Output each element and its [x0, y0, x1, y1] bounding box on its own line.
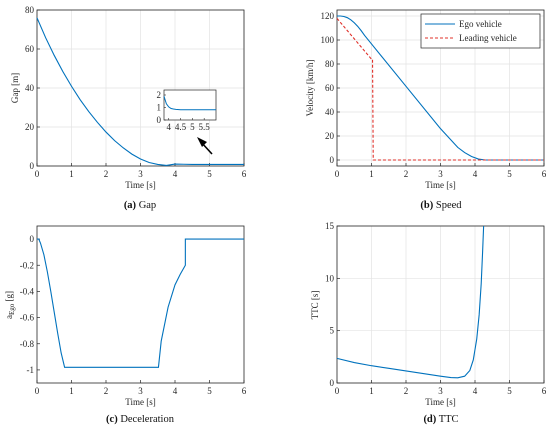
- series-line-1: [337, 15, 544, 161]
- series-line-1: [36, 17, 244, 166]
- x-tick-label: 1: [69, 169, 74, 179]
- x-tick-label: 6: [242, 169, 247, 179]
- inset-series-line: [163, 96, 216, 111]
- x-tick-label: 5: [207, 169, 212, 179]
- x-tick-label: 3: [438, 169, 443, 179]
- x-tick-label: 0: [335, 169, 340, 179]
- x-tick-label: 2: [104, 169, 109, 179]
- inset-frame: [163, 89, 217, 121]
- x-axis-label: Time [s]: [425, 397, 455, 407]
- x-tick-label: 6: [542, 386, 547, 396]
- y-axis-label: Gap [m]: [10, 73, 20, 103]
- x-tick-label: 2: [404, 169, 409, 179]
- series-line-1: [336, 225, 485, 379]
- x-tick-label: 0: [335, 386, 340, 396]
- y-tick-label: 60: [325, 83, 335, 93]
- legend-label: Leading vehicle: [459, 33, 517, 43]
- inset-arrow-head: [197, 137, 207, 147]
- x-tick-label: 2: [404, 386, 409, 396]
- inset-x-tick-label: 5: [190, 122, 195, 132]
- x-tick-label: 6: [542, 169, 547, 179]
- x-tick-label: 0: [35, 386, 40, 396]
- y-tick-label: 5: [330, 326, 335, 336]
- y-tick-label: 40: [325, 107, 335, 117]
- x-tick-label: 4: [473, 169, 478, 179]
- x-tick-label: 1: [69, 386, 74, 396]
- x-tick-label: 6: [242, 386, 247, 396]
- x-tick-label: 5: [507, 169, 512, 179]
- series-line-1: [37, 238, 244, 368]
- inset-x-tick-label: 4.5: [175, 122, 187, 132]
- x-tick-label: 0: [35, 169, 40, 179]
- y-axis-label: Velocity [km/h]: [305, 60, 315, 117]
- x-tick-label: 1: [369, 169, 374, 179]
- series-line-2: [336, 18, 544, 161]
- x-tick-label: 1: [369, 386, 374, 396]
- y-tick-label: -0.6: [20, 313, 35, 323]
- y-tick-label: 0: [30, 234, 35, 244]
- inset-x-tick-label: 4: [166, 122, 171, 132]
- inset-y-tick-label: 2: [157, 90, 162, 100]
- y-tick-label: 20: [25, 122, 35, 132]
- x-tick-label: 3: [138, 169, 143, 179]
- x-axis-label: Time [s]: [425, 180, 455, 190]
- y-tick-label: 80: [25, 5, 35, 15]
- y-tick-label: -0.2: [20, 260, 34, 270]
- subplot-caption: (b) Speed: [420, 200, 462, 211]
- y-tick-label: 60: [25, 44, 35, 54]
- legend-box: [420, 13, 541, 49]
- subplot-3: 0 1 2 3 4 5 6 0 -0.2 -0.4 -0.6 -0.8 -1 Time [s] aEgo […: [4, 225, 247, 425]
- y-tick-label: 0: [330, 155, 335, 165]
- y-tick-label: 20: [325, 131, 335, 141]
- y-tick-label: 10: [325, 273, 335, 283]
- y-tick-label: 120: [321, 11, 335, 21]
- y-axis-label: aEgo [g]: [4, 291, 16, 319]
- y-tick-label: -0.4: [20, 286, 35, 296]
- x-tick-label: 4: [473, 386, 478, 396]
- y-tick-label: -0.8: [20, 339, 35, 349]
- x-tick-label: 3: [438, 386, 443, 396]
- subplot-caption: (a) Gap: [124, 200, 156, 211]
- x-tick-label: 5: [207, 386, 212, 396]
- y-tick-label: 0: [30, 161, 35, 171]
- x-tick-label: 4: [173, 386, 178, 396]
- inset-y-tick-label: 0: [157, 115, 162, 125]
- x-tick-label: 3: [138, 386, 143, 396]
- inset-y-tick-label: 1: [157, 103, 162, 113]
- x-tick-label: 5: [507, 386, 512, 396]
- y-tick-label: 15: [325, 221, 335, 231]
- subplot-caption: (d) TTC: [423, 414, 458, 425]
- x-tick-label: 2: [104, 386, 109, 396]
- y-tick-label: 100: [321, 35, 335, 45]
- y-tick-label: 40: [25, 83, 35, 93]
- subplot-4: 0 1 2 3 4 5 6 0 5 10 15 Time [s] TTC [s] (d) TTC: [310, 221, 547, 425]
- y-tick-label: 0: [330, 378, 335, 388]
- x-tick-label: 4: [173, 169, 178, 179]
- axes-frame: [36, 225, 245, 384]
- y-tick-label: -1: [27, 365, 35, 375]
- x-axis-label: Time [s]: [125, 397, 155, 407]
- inset-x-tick-label: 5.5: [199, 122, 211, 132]
- subplot-caption: (c) Deceleration: [106, 414, 175, 425]
- x-axis-label: Time [s]: [125, 180, 155, 190]
- y-axis-label: TTC [s]: [310, 291, 320, 320]
- inset-plot: 4 4.5 5 5.5 0 1 2: [157, 89, 217, 132]
- legend-label: Ego vehicle: [459, 19, 502, 29]
- y-tick-label: 80: [325, 59, 335, 69]
